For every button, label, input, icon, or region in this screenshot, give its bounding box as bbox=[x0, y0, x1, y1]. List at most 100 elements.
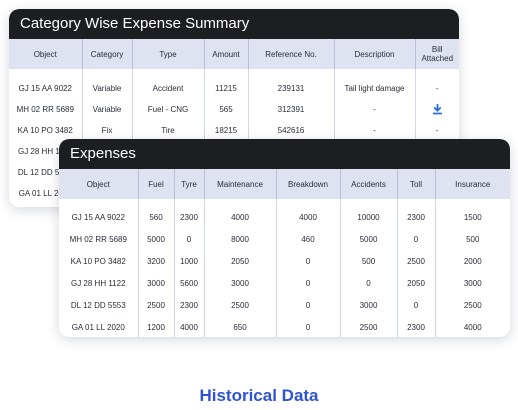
expenses-cell-insurance: 2000 bbox=[434, 250, 510, 272]
summary-cell-object: KA 10 PO 3482 bbox=[17, 126, 73, 135]
summary-column-header-bill-attached: Bill Attached bbox=[414, 39, 459, 69]
expenses-column-header-breakdown: Breakdown bbox=[275, 169, 340, 199]
expenses-column-header-maintenance: Maintenance bbox=[203, 169, 276, 199]
expenses-cell-fuel: 1200 bbox=[137, 316, 174, 337]
summary-cell-description: - bbox=[333, 99, 415, 120]
expenses-cell-toll: 2300 bbox=[396, 199, 435, 228]
expenses-cell-object: DL 12 DD 5553 bbox=[70, 300, 126, 310]
expenses-cell-object: GJ 15 AA 9022 bbox=[71, 212, 125, 222]
expenses-cell-insurance: 1500 bbox=[434, 199, 510, 228]
expenses-column-header-accidents: Accidents bbox=[339, 169, 397, 199]
summary-column-header-amount: Amount bbox=[203, 39, 248, 69]
expenses-cell-tyre: 4000 bbox=[173, 316, 204, 337]
expenses-cell-fuel: 5000 bbox=[137, 228, 174, 250]
expenses-column-header-toll: Toll bbox=[396, 169, 435, 199]
expenses-cell-fuel: 3200 bbox=[137, 250, 174, 272]
expenses-cell-breakdown: 0 bbox=[275, 316, 340, 337]
summary-cell-type: Tire bbox=[131, 120, 204, 141]
summary-cell-bill-attached: - bbox=[414, 69, 459, 99]
summary-card-title: Category Wise Expense Summary bbox=[9, 9, 459, 39]
expenses-cell-toll: 2300 bbox=[396, 316, 435, 337]
table-row: KA 10 PO 3482 Fix Tire 18215 542616- - bbox=[9, 120, 459, 141]
expenses-table: Object Fuel Tyre Maintenance Breakdown Accide… bbox=[59, 169, 510, 337]
expenses-cell-object: MH 02 RR 5689 bbox=[69, 234, 127, 244]
expenses-cell-maintenance: 3000 bbox=[203, 272, 276, 294]
summary-cell-bill-attached: - bbox=[414, 120, 459, 141]
expenses-cell-maintenance: 2050 bbox=[203, 250, 276, 272]
summary-cell-description: - bbox=[333, 120, 415, 141]
summary-column-header-description: Description bbox=[333, 39, 415, 69]
expenses-cell-maintenance: 8000 bbox=[203, 228, 276, 250]
expenses-cell-toll: 2050 bbox=[396, 272, 435, 294]
summary-column-header-category: Category bbox=[81, 39, 132, 69]
expenses-cell-accidents: 0 bbox=[339, 272, 397, 294]
summary-cell-category: Variable bbox=[81, 69, 132, 99]
expenses-card: Expenses Object Fuel Tyre Maintenance Breakd… bbox=[59, 139, 510, 337]
expenses-cell-fuel: 3000 bbox=[137, 272, 174, 294]
summary-column-header-reference-no: Reference No. bbox=[247, 39, 334, 69]
summary-cell-reference-no: 239131 bbox=[247, 69, 334, 99]
summary-cell-reference-no: 312391 bbox=[247, 99, 334, 120]
expenses-cell-accidents: 500 bbox=[339, 250, 397, 272]
expenses-cell-tyre: 5600 bbox=[173, 272, 204, 294]
expenses-cell-breakdown: 460 bbox=[275, 228, 340, 250]
expenses-card-title: Expenses bbox=[59, 139, 510, 169]
summary-cell-category: Variable bbox=[81, 99, 132, 120]
expenses-cell-maintenance: 2500 bbox=[203, 294, 276, 316]
summary-cell-category: Fix bbox=[81, 120, 132, 141]
expenses-cell-toll: 0 bbox=[396, 228, 435, 250]
table-row: GJ 15 AA 9022 560 2300 4000 4000 10000 2300 150… bbox=[59, 199, 510, 228]
summary-cell-amount: 565 bbox=[203, 99, 248, 120]
expenses-cell-maintenance: 650 bbox=[203, 316, 276, 337]
summary-cell-description: Tail light damage bbox=[333, 69, 415, 99]
expenses-column-header-insurance: Insurance bbox=[434, 169, 510, 199]
summary-column-header-object: Object bbox=[9, 39, 82, 69]
expenses-cell-fuel: 2500 bbox=[137, 294, 174, 316]
summary-cell-type: Accident bbox=[131, 69, 204, 99]
expenses-cell-tyre: 1000 bbox=[173, 250, 204, 272]
summary-cell-object: GJ 15 AA 9022 bbox=[18, 84, 72, 93]
summary-column-header-type: Type bbox=[131, 39, 204, 69]
expenses-cell-accidents: 10000 bbox=[339, 199, 397, 228]
expenses-cell-insurance: 2500 bbox=[434, 294, 510, 316]
expenses-cell-accidents: 5000 bbox=[339, 228, 397, 250]
expenses-cell-object: KA 10 PO 3482 bbox=[70, 256, 126, 266]
summary-cell-object: GA 01 LL 2020 bbox=[18, 189, 72, 198]
download-icon[interactable] bbox=[432, 103, 443, 115]
bill-download-cell bbox=[414, 99, 459, 120]
summary-cell-object: GJ 28 HH 1122 bbox=[17, 147, 73, 156]
summary-cell-object: DL 12 DD 5553 bbox=[17, 168, 73, 177]
expenses-cell-tyre: 2300 bbox=[173, 199, 204, 228]
expenses-cell-breakdown: 0 bbox=[275, 272, 340, 294]
expenses-cell-tyre: 2300 bbox=[173, 294, 204, 316]
summary-cell-reference-no: 542616 bbox=[247, 120, 334, 141]
expenses-cell-object: GA 01 LL 2020 bbox=[71, 322, 125, 332]
table-row: DL 12 DD 5553 2500 2300 2500 0 3000 0 2500 bbox=[59, 294, 510, 316]
expenses-cell-insurance: 500 bbox=[434, 228, 510, 250]
expenses-cell-insurance: 4000 bbox=[434, 316, 510, 337]
summary-cell-type: Fuel - CNG bbox=[131, 99, 204, 120]
table-row: GJ 15 AA 9022 Variable Accident 11215 239131… bbox=[9, 69, 459, 99]
expenses-cell-accidents: 2500 bbox=[339, 316, 397, 337]
table-row: GJ 28 HH 1122 3000 5600 3000 0 0 2050 3000 bbox=[59, 272, 510, 294]
historical-data-heading: Historical Data bbox=[199, 386, 319, 405]
table-row: MH 02 RR 5689 5000 0 8000 460 5000 0 500 bbox=[59, 228, 510, 250]
expenses-cell-breakdown: 0 bbox=[275, 250, 340, 272]
expenses-cell-breakdown: 4000 bbox=[275, 199, 340, 228]
expenses-cell-accidents: 3000 bbox=[339, 294, 397, 316]
table-row: KA 10 PO 3482 3200 1000 2050 0 500 2500 2000 bbox=[59, 250, 510, 272]
table-row: GA 01 LL 2020 1200 4000 650 0 2500 2300 4000 bbox=[59, 316, 510, 337]
summary-cell-amount: 18215 bbox=[203, 120, 248, 141]
expenses-cell-maintenance: 4000 bbox=[203, 199, 276, 228]
expenses-cell-object: GJ 28 HH 1122 bbox=[70, 278, 126, 288]
summary-cell-amount: 11215 bbox=[203, 69, 248, 99]
table-row: MH 02 RR 5689 Variable Fuel - CNG 565 312391… bbox=[9, 99, 459, 120]
expenses-cell-tyre: 0 bbox=[173, 228, 204, 250]
expenses-cell-fuel: 560 bbox=[137, 199, 174, 228]
expenses-cell-toll: 0 bbox=[396, 294, 435, 316]
summary-cell-object: MH 02 RR 5689 bbox=[16, 105, 74, 114]
expenses-cell-breakdown: 0 bbox=[275, 294, 340, 316]
expenses-column-header-fuel: Fuel bbox=[137, 169, 174, 199]
expenses-cell-toll: 2500 bbox=[396, 250, 435, 272]
expenses-cell-insurance: 3000 bbox=[434, 272, 510, 294]
